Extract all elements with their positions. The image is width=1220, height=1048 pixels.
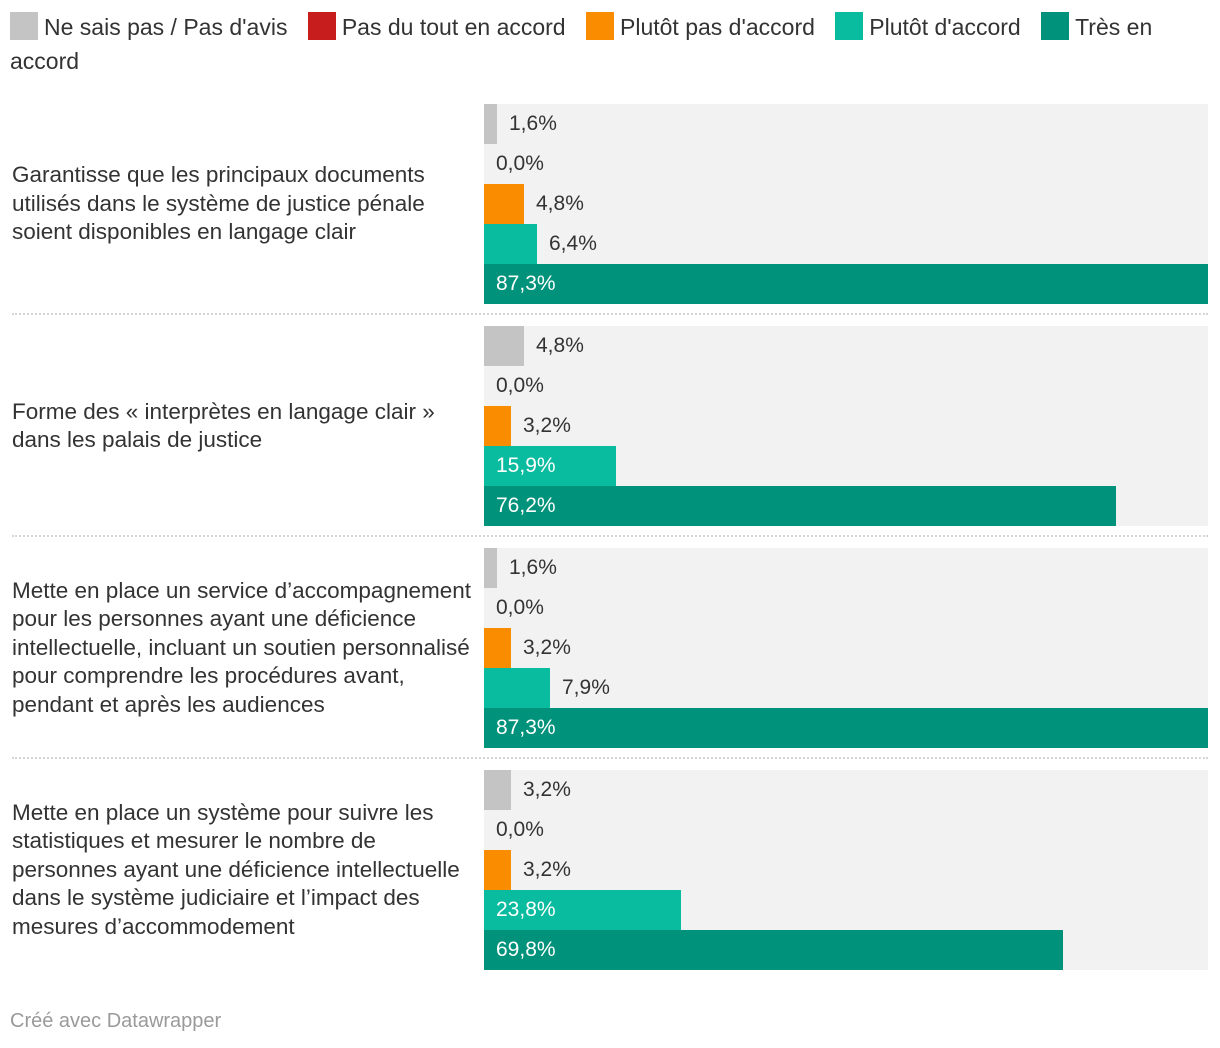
bar	[484, 548, 497, 588]
bar	[484, 930, 1063, 970]
legend-item-1: Pas du tout en accord	[307, 12, 566, 40]
value-label: 1,6%	[509, 112, 557, 135]
value-label: 23,8%	[496, 898, 556, 921]
bar	[484, 628, 511, 668]
bar	[484, 264, 1208, 304]
legend: Ne sais pas / Pas d'avis Pas du tout en …	[10, 10, 1210, 78]
value-label: 3,2%	[523, 636, 571, 659]
legend-swatch	[10, 12, 38, 40]
value-label: 1,6%	[509, 556, 557, 579]
value-label: 76,2%	[496, 494, 556, 517]
value-label: 3,2%	[523, 778, 571, 801]
bar	[484, 486, 1116, 526]
value-label: 4,8%	[536, 192, 584, 215]
bar	[484, 184, 524, 224]
legend-item-4: Très en accord	[10, 12, 1153, 74]
legend-label: Ne sais pas / Pas d'avis	[44, 14, 288, 40]
legend-swatch	[307, 12, 336, 40]
value-label: 7,9%	[562, 676, 610, 699]
value-label: 3,2%	[523, 858, 571, 881]
value-label: 0,0%	[496, 152, 544, 175]
value-label: 6,4%	[549, 232, 597, 255]
legend-label: Très en accord	[10, 14, 1153, 74]
value-label: 0,0%	[496, 596, 544, 619]
bar	[484, 708, 1208, 748]
bar	[484, 668, 550, 708]
legend-label: Plutôt d'accord	[869, 14, 1021, 40]
bar	[484, 770, 511, 810]
value-label: 4,8%	[536, 334, 584, 357]
legend-label: Plutôt pas d'accord	[620, 14, 815, 40]
bar	[484, 224, 537, 264]
bar	[484, 326, 524, 366]
bar	[484, 406, 511, 446]
group-divider	[12, 535, 1208, 537]
category-label: Mette en place un système pour suivre le…	[12, 799, 460, 939]
category-label: Garantisse que les principaux documents …	[12, 162, 425, 245]
legend-swatch	[1041, 12, 1070, 40]
value-label: 87,3%	[496, 716, 556, 739]
legend-item-2: Plutôt pas d'accord	[586, 12, 815, 40]
bar	[484, 850, 511, 890]
bar	[484, 446, 616, 486]
value-label: 0,0%	[496, 818, 544, 841]
value-label: 3,2%	[523, 414, 571, 437]
legend-item-3: Plutôt d'accord	[835, 12, 1021, 40]
category-label: Mette en place un service d’accompagneme…	[12, 577, 472, 717]
legend-swatch	[586, 12, 614, 40]
legend-label: Pas du tout en accord	[341, 14, 566, 40]
category-label: Forme des « interprètes en langage clair…	[12, 398, 435, 453]
value-label: 69,8%	[496, 938, 556, 961]
group-divider	[12, 757, 1208, 759]
legend-item-0: Ne sais pas / Pas d'avis	[10, 12, 288, 40]
bar	[484, 104, 497, 144]
bar	[484, 890, 681, 930]
credit-text: Créé avec Datawrapper	[10, 1010, 222, 1032]
value-label: 15,9%	[496, 454, 556, 477]
value-label: 87,3%	[496, 272, 556, 295]
legend-swatch	[835, 12, 864, 40]
value-label: 0,0%	[496, 374, 544, 397]
group-divider	[12, 313, 1208, 315]
